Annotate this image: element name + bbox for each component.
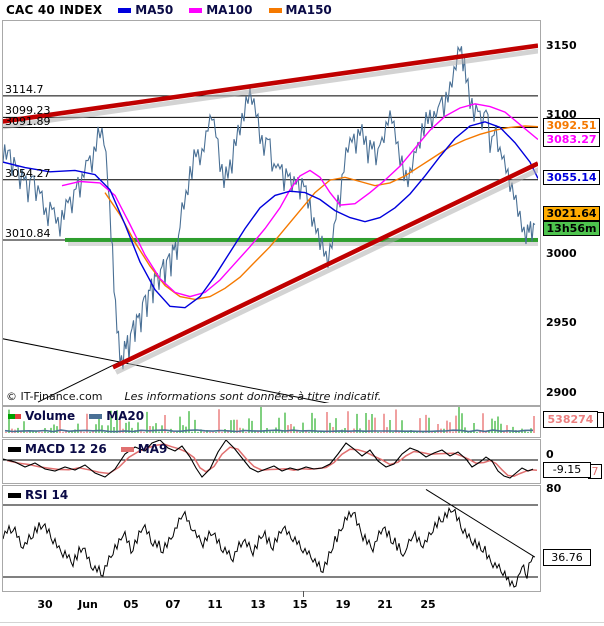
trendline-lower-red — [112, 161, 538, 370]
axis-x-label-30: 30 — [37, 598, 53, 611]
axis-x-label-15: 15 — [292, 598, 308, 611]
axis-x-label-21: 21 — [377, 598, 393, 611]
countdown-badge: 13h56m — [543, 221, 600, 236]
volume-legend-label: Volume — [25, 409, 76, 423]
ma150-line — [104, 125, 538, 301]
legend-label: MA150 — [285, 3, 332, 17]
copyright-text: © IT-Finance.com — [6, 390, 103, 403]
level-label-3099.23: 3099.23 — [5, 104, 51, 118]
price-pane: 3114.7 3099.23 3091.89 3054.27 3010.84 © IT-… — [2, 20, 541, 406]
rsi-line — [3, 506, 536, 588]
main-legend: CAC 40 INDEX MA50 MA100 MA150 — [6, 2, 332, 18]
axis-tick-3150: 3150 — [546, 38, 577, 52]
macd-legend-item: MA9 — [120, 442, 168, 456]
trendline-thin-a — [3, 338, 330, 403]
macd-value-badge: -9.15 — [543, 462, 591, 478]
ma100-line — [61, 103, 538, 298]
legend-item-ma50: MA50 — [118, 3, 173, 17]
ma50-swatch — [118, 7, 132, 13]
trendline-thin-b — [37, 361, 121, 403]
rsi-trendline — [425, 488, 535, 558]
rsi-legend: RSI 14 — [8, 488, 68, 502]
ma50-value-badge: 3055.14 — [543, 170, 600, 185]
macd-zero-label: 0 — [546, 448, 554, 461]
macd-chart-canvas — [3, 440, 538, 479]
axis-tick-2900: 2900 — [546, 385, 577, 399]
rsi-legend-label: RSI 14 — [25, 488, 69, 502]
axis-x-label-19: 19 — [335, 598, 351, 611]
axis-tick-2950: 2950 — [546, 316, 577, 330]
rsi-chart-canvas — [3, 488, 538, 588]
macd-ma9-line — [6, 443, 538, 477]
volume-value-badge: 538274 — [543, 411, 598, 428]
axis-x-label-11: 11 — [207, 598, 223, 611]
volume-up-swatch — [8, 413, 15, 419]
macd-legend-label: MACD 12 26 — [25, 442, 107, 456]
support-line-shadow — [68, 241, 538, 246]
ma-legend-items: MA50 MA100 MA150 — [118, 3, 332, 17]
ma50-line — [3, 121, 538, 309]
axis-tick-3000: 3000 — [546, 247, 577, 260]
macd-pane: MACD 12 26 MA9 — [2, 439, 541, 484]
level-label-3054.27: 3054.27 — [5, 166, 51, 180]
volume-down-swatch — [15, 413, 21, 419]
support-line-green — [65, 237, 538, 242]
rsi-swatch — [8, 492, 21, 498]
lower-red-shadow — [114, 167, 538, 375]
rsi-value-badge: 36.76 — [543, 549, 591, 566]
upper-red-shadow — [3, 48, 538, 130]
legend-label: MA100 — [206, 3, 253, 17]
level-label-3010.84: 3010.84 — [5, 226, 51, 240]
month-separator-tick — [303, 591, 304, 597]
volume-pane: Volume MA20 — [2, 406, 541, 438]
legend-item-ma150: MA150 — [268, 3, 332, 17]
axis-x-label-07: 07 — [165, 598, 181, 611]
volume-legend-item: Volume — [8, 409, 75, 423]
chart-title: CAC 40 INDEX — [6, 3, 103, 17]
window-bottom-border — [0, 622, 604, 623]
level-label-3114.7: 3114.7 — [5, 82, 44, 96]
macd-legend: MACD 12 26 MA9 — [8, 442, 167, 456]
macd-line — [3, 440, 534, 479]
axis-x-label-05: 05 — [123, 598, 139, 611]
legend-item-ma100: MA100 — [189, 3, 253, 17]
volume-legend-item: MA20 — [89, 409, 144, 423]
trendline-upper-red — [3, 43, 538, 124]
rsi-legend-item: RSI 14 — [8, 488, 68, 502]
macd-legend-item: MACD 12 26 — [8, 442, 107, 456]
volume-legend-label: MA20 — [106, 409, 145, 423]
legend-label: MA50 — [135, 3, 174, 17]
macd-swatch — [120, 446, 134, 452]
last-price-badge: 3021.64 — [543, 206, 600, 221]
volume-legend: Volume MA20 — [8, 409, 144, 423]
macd-swatch — [8, 446, 21, 452]
ma150-value-badge: 3092.51 — [543, 118, 600, 133]
macd-legend-label: MA9 — [137, 442, 168, 456]
axis-x-label-Jun: Jun — [78, 598, 98, 611]
ma100-swatch — [189, 7, 203, 13]
volume-ma20-line — [4, 429, 534, 433]
disclaimer-text: Les informations sont données à titre in… — [124, 390, 382, 403]
axis-x-label-13: 13 — [250, 598, 266, 611]
rsi-pane: RSI 14 — [2, 485, 541, 592]
volume-chart-canvas — [4, 407, 535, 433]
rsi-80-label: 80 — [546, 482, 562, 495]
level-label-3091.89: 3091.89 — [5, 114, 51, 128]
axis-x-label-25: 25 — [420, 598, 436, 611]
price-series — [3, 45, 536, 370]
price-chart-canvas — [3, 43, 538, 403]
axis-tick-3100: 3100 — [546, 108, 577, 122]
ma150-swatch — [268, 7, 282, 13]
volume-swatch — [89, 413, 103, 419]
volume-swatch — [8, 413, 21, 419]
copyright-line: © IT-Finance.com Les informations sont do… — [6, 390, 381, 403]
ma100-value-badge: 3083.27 — [543, 132, 600, 147]
